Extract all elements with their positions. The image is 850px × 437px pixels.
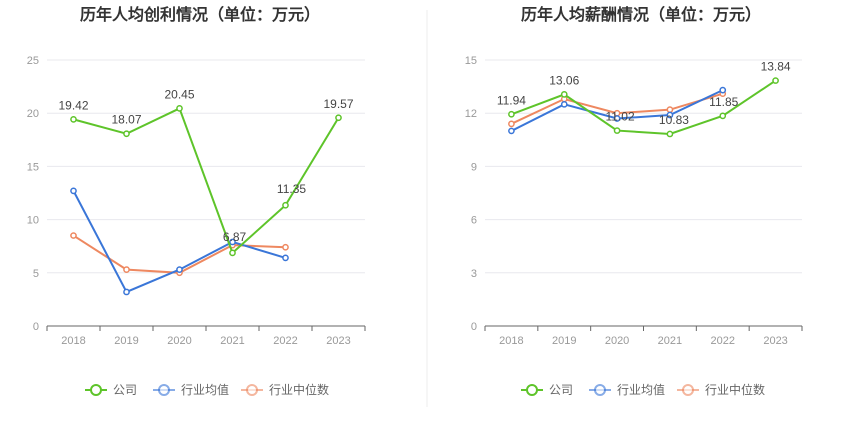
data-point[interactable] (123, 266, 130, 273)
legend-label: 行业均值 (181, 382, 229, 397)
legend-label: 行业中位数 (705, 382, 765, 397)
x-tick-label: 2019 (552, 335, 576, 347)
series-2 (508, 90, 727, 128)
legend-marker-icon (682, 384, 694, 396)
data-label: 19.42 (58, 98, 88, 112)
chart-title: 历年人均创利情况（单位：万元） (80, 5, 320, 24)
data-point[interactable] (123, 130, 130, 138)
data-point[interactable] (229, 238, 236, 246)
x-tick-label: 2021 (658, 335, 682, 347)
data-point[interactable] (70, 232, 77, 239)
x-tick-label: 2018 (499, 335, 523, 347)
legend-item[interactable]: 行业均值 (153, 382, 229, 397)
salary-per-capita-chart: 历年人均薪酬情况（单位：万元） 0 3 6 9 12 15 2018 2019 2020 2021 2… (465, 5, 803, 397)
y-tick-label: 6 (471, 215, 477, 227)
y-tick-label: 10 (27, 215, 39, 227)
y-tick-label: 15 (27, 161, 39, 173)
legend-item[interactable]: 公司 (85, 383, 137, 397)
x-tick-label: 2021 (220, 335, 244, 347)
data-point[interactable] (666, 111, 674, 119)
data-point[interactable] (176, 266, 183, 273)
legend-item[interactable]: 行业中位数 (677, 382, 765, 397)
data-point[interactable] (560, 91, 568, 98)
y-tick-label: 20 (27, 108, 39, 120)
data-label: 6.87 (223, 230, 247, 244)
data-label: 11.35 (277, 182, 306, 196)
data-label: 20.45 (164, 87, 194, 101)
data-point[interactable] (508, 127, 515, 135)
data-point[interactable] (282, 201, 289, 209)
y-tick-label: 3 (471, 268, 477, 280)
series-1 (70, 187, 289, 296)
y-tick-label: 0 (471, 321, 477, 333)
data-point[interactable] (70, 116, 77, 123)
data-point[interactable] (666, 130, 674, 138)
x-tick-label: 2019 (114, 335, 138, 347)
data-point[interactable] (613, 115, 621, 122)
series-line (511, 79, 777, 135)
data-label: 11.02 (606, 110, 635, 124)
legend-label: 行业中位数 (269, 382, 329, 397)
legend-item[interactable]: 行业中位数 (241, 382, 329, 397)
legend-marker-icon (246, 384, 258, 396)
legend-label: 行业均值 (617, 382, 665, 397)
data-label: 13.84 (761, 60, 791, 74)
legend-marker-icon (594, 384, 606, 396)
x-tick-label: 2023 (326, 335, 350, 347)
series-line (72, 190, 286, 294)
x-tick-label: 2022 (711, 335, 735, 347)
data-point[interactable] (176, 105, 183, 112)
x-tick-label: 2023 (763, 335, 787, 347)
series-1 (508, 86, 727, 135)
data-point[interactable] (719, 86, 727, 94)
data-label: 18.07 (111, 113, 141, 127)
y-tick-label: 9 (471, 161, 477, 173)
x-tick-label: 2020 (167, 335, 191, 347)
y-tick-label: 5 (33, 268, 39, 280)
data-label: 10.83 (659, 113, 689, 127)
data-point[interactable] (335, 114, 342, 122)
series-line (73, 107, 340, 255)
data-point[interactable] (666, 106, 674, 114)
legend-marker-icon (90, 384, 102, 396)
data-point[interactable] (282, 243, 289, 251)
data-label: 13.06 (549, 73, 579, 87)
data-label: 19.57 (323, 97, 353, 111)
profit-per-capita-chart: 历年人均创利情况（单位：万元） 0 5 10 15 20 25 2018 2019 2020 202… (27, 5, 366, 397)
legend-label: 公司 (549, 383, 573, 397)
series-0 (508, 77, 779, 138)
series-0 (70, 105, 342, 257)
data-point[interactable] (613, 127, 621, 134)
legend-label: 公司 (113, 383, 137, 397)
x-tick-label: 2018 (61, 335, 85, 347)
data-point[interactable] (123, 288, 130, 296)
legend-item[interactable]: 公司 (521, 383, 573, 397)
x-tick-label: 2020 (605, 335, 629, 347)
data-label: 11.85 (709, 95, 738, 109)
data-point[interactable] (282, 254, 289, 262)
data-point[interactable] (508, 120, 515, 128)
x-tick-label: 2022 (273, 335, 297, 347)
legend-marker-icon (526, 384, 538, 396)
data-point[interactable] (229, 249, 236, 257)
y-tick-label: 0 (33, 321, 39, 333)
data-point[interactable] (560, 100, 568, 108)
y-tick-label: 25 (27, 55, 39, 67)
data-point[interactable] (719, 112, 727, 120)
y-tick-label: 12 (465, 108, 477, 120)
data-point[interactable] (70, 187, 77, 195)
data-point[interactable] (508, 110, 515, 118)
data-point[interactable] (772, 77, 779, 84)
data-label: 11.94 (497, 93, 526, 107)
legend-item[interactable]: 行业均值 (589, 382, 665, 397)
legend-marker-icon (158, 384, 170, 396)
y-tick-label: 15 (465, 55, 477, 67)
chart-title: 历年人均薪酬情况（单位：万元） (521, 5, 761, 24)
